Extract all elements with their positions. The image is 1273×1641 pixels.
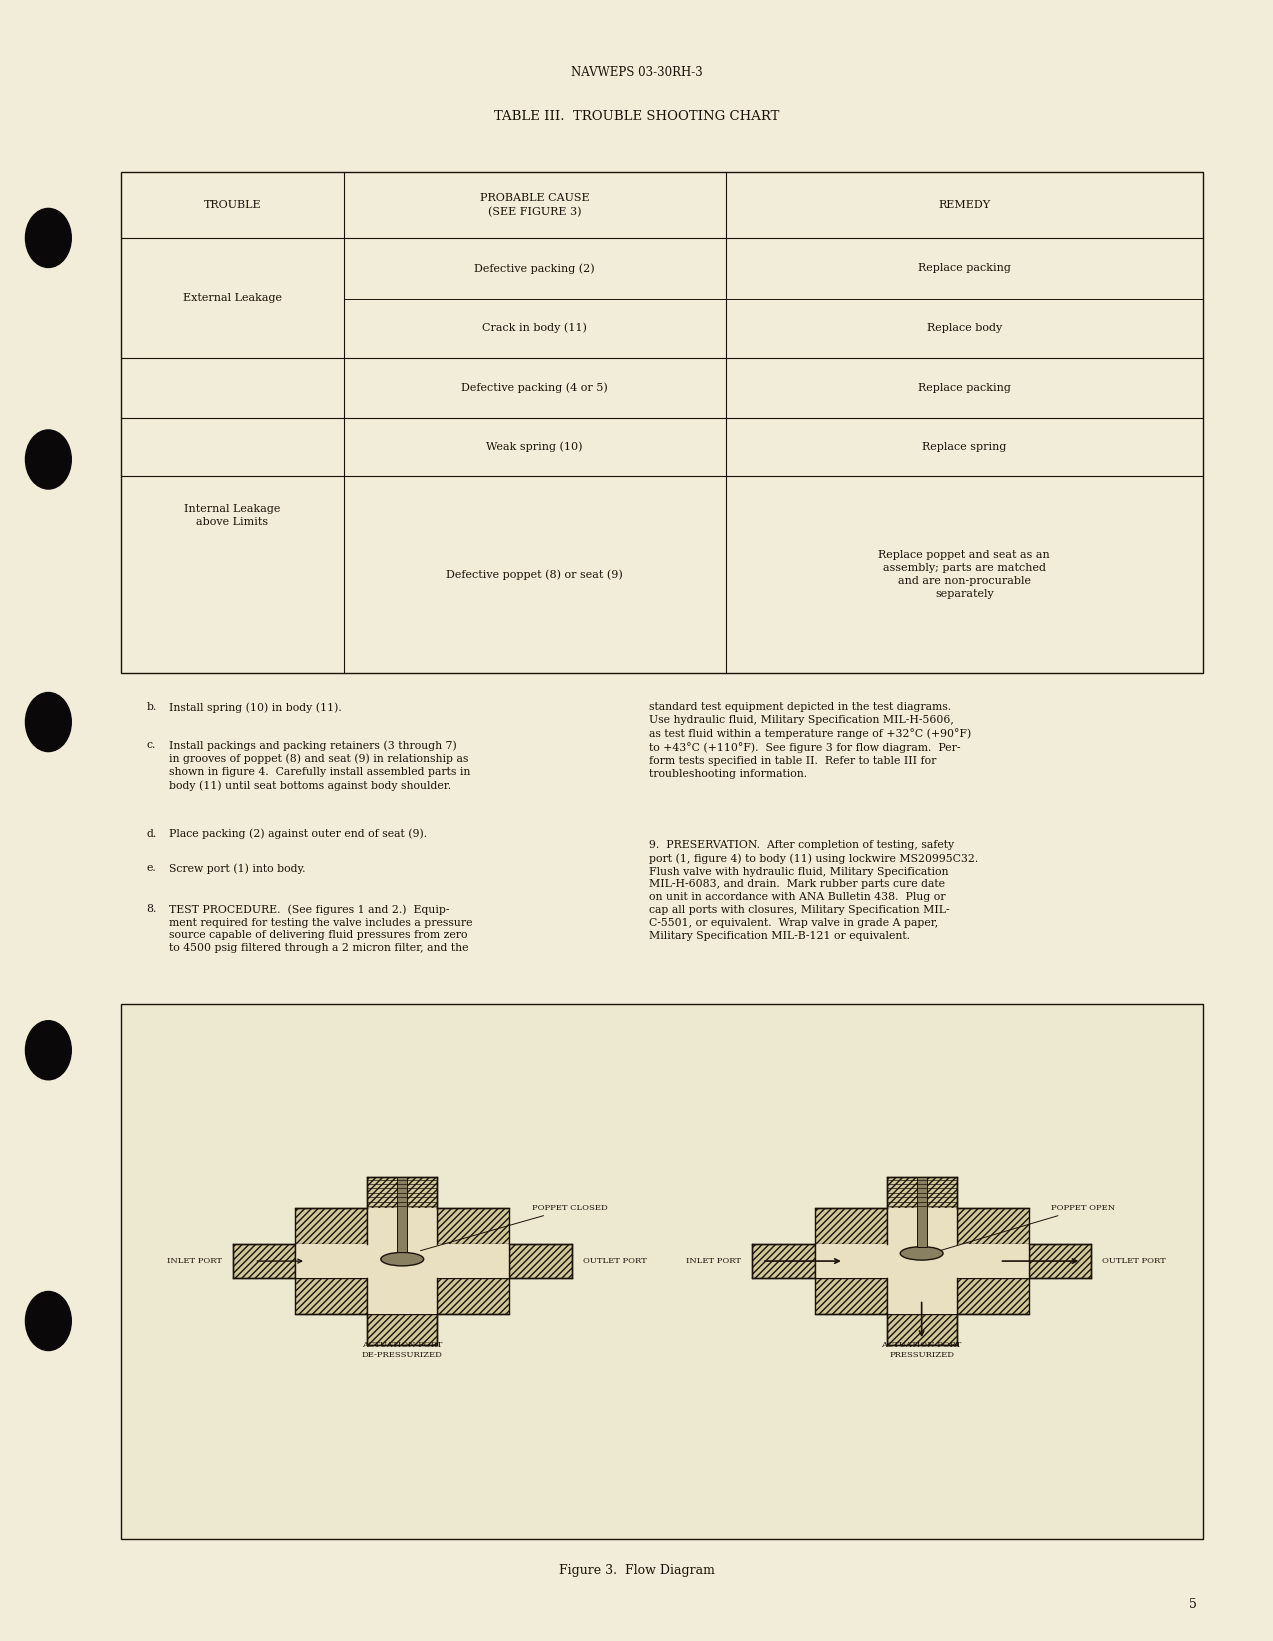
Bar — [815, 1278, 886, 1314]
Text: Install spring (10) in body (11).: Install spring (10) in body (11). — [169, 702, 342, 712]
Text: b.: b. — [146, 702, 157, 712]
Text: Place packing (2) against outer end of seat (9).: Place packing (2) against outer end of s… — [169, 829, 428, 839]
Circle shape — [25, 693, 71, 752]
Bar — [957, 1208, 1029, 1244]
Bar — [1029, 1244, 1091, 1278]
Bar — [121, 1004, 1203, 1539]
Bar — [121, 172, 1203, 673]
Text: OUTLET PORT: OUTLET PORT — [583, 1257, 647, 1265]
Bar — [233, 1244, 295, 1278]
Bar — [438, 1278, 509, 1314]
Text: 8.: 8. — [146, 904, 157, 914]
Bar — [917, 1177, 927, 1247]
Text: 9.  PRESERVATION.  After completion of testing, safety
port (1, figure 4) to bod: 9. PRESERVATION. After completion of tes… — [649, 840, 979, 940]
Text: Internal Leakage
above Limits: Internal Leakage above Limits — [185, 504, 280, 527]
Bar — [886, 1314, 957, 1346]
Text: POPPET CLOSED: POPPET CLOSED — [420, 1204, 608, 1250]
Text: Replace packing: Replace packing — [918, 382, 1011, 394]
Text: standard test equipment depicted in the test diagrams.
Use hydraulic fluid, Mili: standard test equipment depicted in the … — [649, 702, 971, 779]
Text: Replace poppet and seat as an
assembly; parts are matched
and are non-procurable: Replace poppet and seat as an assembly; … — [878, 550, 1050, 599]
Text: Crack in body (11): Crack in body (11) — [482, 323, 587, 333]
Bar — [367, 1314, 438, 1346]
Text: TEST PROCEDURE.  (See figures 1 and 2.)  Equip-
ment required for testing the va: TEST PROCEDURE. (See figures 1 and 2.) E… — [169, 904, 472, 953]
Text: External Leakage: External Leakage — [183, 292, 281, 304]
Text: TABLE III.  TROUBLE SHOOTING CHART: TABLE III. TROUBLE SHOOTING CHART — [494, 110, 779, 123]
Text: ACTUATION PORT
PRESSURIZED: ACTUATION PORT PRESSURIZED — [881, 1341, 962, 1359]
Text: 5: 5 — [1189, 1598, 1197, 1611]
Text: REMEDY: REMEDY — [938, 200, 990, 210]
Text: OUTLET PORT: OUTLET PORT — [1102, 1257, 1166, 1265]
Bar — [957, 1278, 1029, 1314]
Text: Defective packing (4 or 5): Defective packing (4 or 5) — [461, 382, 608, 394]
Bar — [367, 1208, 438, 1314]
Text: d.: d. — [146, 829, 157, 839]
Bar — [367, 1177, 438, 1208]
Text: POPPET OPEN: POPPET OPEN — [939, 1204, 1115, 1250]
Text: TROUBLE: TROUBLE — [204, 200, 261, 210]
Bar — [886, 1177, 957, 1208]
Text: Weak spring (10): Weak spring (10) — [486, 441, 583, 453]
Bar — [509, 1244, 572, 1278]
Text: Replace packing: Replace packing — [918, 263, 1011, 274]
Bar — [295, 1208, 367, 1244]
Bar — [815, 1208, 886, 1244]
Bar — [815, 1244, 1029, 1278]
Text: Install packings and packing retainers (3 through 7)
in grooves of poppet (8) an: Install packings and packing retainers (… — [169, 740, 471, 791]
Text: e.: e. — [146, 863, 157, 873]
Bar — [397, 1177, 407, 1252]
Bar — [295, 1278, 367, 1314]
Text: Figure 3.  Flow Diagram: Figure 3. Flow Diagram — [559, 1564, 714, 1577]
Text: Replace body: Replace body — [927, 323, 1002, 333]
Ellipse shape — [900, 1247, 943, 1260]
Text: Defective poppet (8) or seat (9): Defective poppet (8) or seat (9) — [447, 569, 622, 579]
Text: c.: c. — [146, 740, 155, 750]
Text: INLET PORT: INLET PORT — [167, 1257, 222, 1265]
Text: Defective packing (2): Defective packing (2) — [475, 263, 594, 274]
Text: Replace spring: Replace spring — [922, 441, 1007, 453]
Circle shape — [25, 1021, 71, 1080]
Circle shape — [25, 430, 71, 489]
Text: PROBABLE CAUSE
(SEE FIGURE 3): PROBABLE CAUSE (SEE FIGURE 3) — [480, 194, 589, 217]
Text: NAVWEPS 03-30RH-3: NAVWEPS 03-30RH-3 — [570, 66, 703, 79]
Text: Screw port (1) into body.: Screw port (1) into body. — [169, 863, 306, 873]
Bar — [438, 1208, 509, 1244]
Bar — [752, 1244, 815, 1278]
Text: ACTUATION PORT
DE-PRESSURIZED: ACTUATION PORT DE-PRESSURIZED — [362, 1341, 443, 1359]
Bar — [295, 1244, 509, 1278]
Ellipse shape — [381, 1252, 424, 1265]
Text: INLET PORT: INLET PORT — [686, 1257, 741, 1265]
Bar — [886, 1208, 957, 1314]
Circle shape — [25, 208, 71, 267]
Circle shape — [25, 1291, 71, 1351]
